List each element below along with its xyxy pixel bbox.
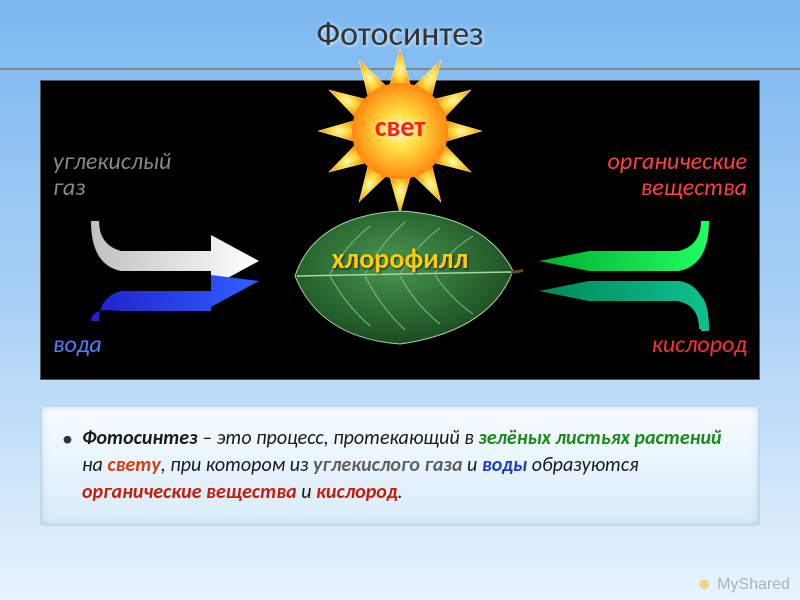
output-arrows — [539, 221, 709, 331]
leaf-label: хлорофилл — [332, 241, 469, 276]
photosynthesis-diagram: свет хлорофилл углекислый газ вода орган… — [40, 80, 760, 380]
leaf-icon — [275, 196, 525, 356]
definition-box: Фотосинтез – это процесс, протекающий в … — [40, 405, 760, 526]
input-arrows — [91, 221, 261, 331]
definition-text: Фотосинтез – это процесс, протекающий в … — [82, 425, 734, 506]
label-organic: органические вещества — [608, 149, 747, 202]
label-water: вода — [53, 330, 102, 359]
sun-label: свет — [375, 109, 426, 144]
smile-icon: ☻ — [696, 576, 713, 593]
label-oxygen: кислород — [652, 330, 747, 359]
label-co2: углекислый газ — [53, 149, 171, 202]
watermark: ☻ MyShared — [696, 576, 790, 594]
